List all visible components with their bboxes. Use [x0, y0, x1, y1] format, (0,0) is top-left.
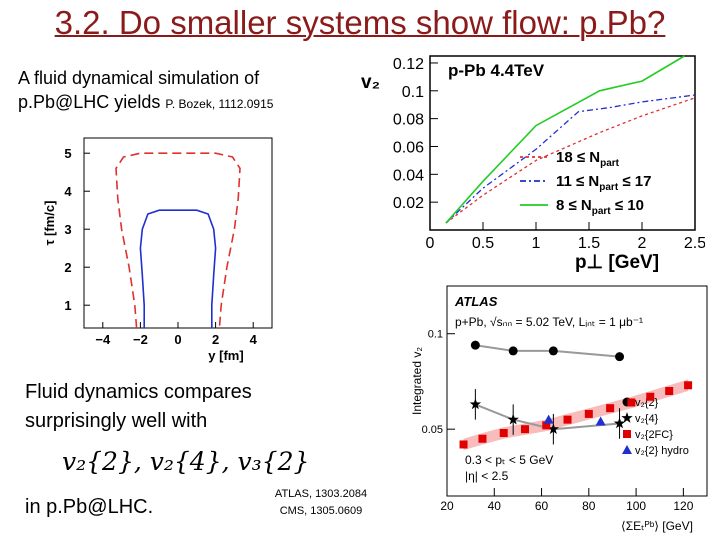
reference-atlas: ATLAS, 1303.2084 [274, 488, 368, 500]
data-point-square [521, 425, 529, 434]
x-tick-label: 0 [174, 332, 181, 347]
x-tick-label: 0 [426, 235, 435, 252]
data-point-square [459, 440, 468, 449]
x-tick-label: 100 [626, 499, 646, 513]
fluid-line-1: Fluid dynamics compares [25, 381, 252, 403]
chart-subtitle: p+Pb, √sₙₙ = 5.02 TeV, Lᵢₙₜ = 1 μb⁻¹ [455, 315, 643, 329]
intro-line-2: p.Pb@LHC yields P. Bozek, 1112.0915 [18, 90, 273, 116]
data-point-circle [615, 352, 625, 362]
series-band-2 [475, 403, 620, 431]
series-band-1 [475, 344, 620, 358]
x-tick-label: 2 [212, 332, 219, 347]
hydro-surface-chart: −4 −2 0 2 4 1 2 3 4 5 y [fm] τ [fm/c] [42, 137, 273, 363]
x-axis-label: y [fm] [208, 348, 243, 363]
freeze-out-curve-outer [115, 152, 241, 329]
series-line-3 [445, 55, 685, 224]
y-tick-label: 0.12 [393, 56, 424, 73]
legend-marker-3 [623, 430, 631, 438]
data-point-square [684, 381, 693, 390]
legend-marker-2 [621, 412, 633, 423]
x-tick-label: 20 [440, 499, 454, 513]
x-axis-label: p⊥ [GeV] [575, 252, 659, 272]
series-line-1 [445, 97, 696, 224]
v2-pt-chart: 0 0.5 1 1.5 2 2.5 0.02 0.04 0.06 0.08 0.1 0.12 p⊥ [G… [361, 55, 705, 272]
x-tick-label: 4 [250, 332, 258, 347]
x-tick-label: −2 [133, 332, 148, 347]
data-point-square [665, 387, 674, 395]
y-axis-label: Integrated v₂ [410, 347, 424, 415]
y-axis-label: v₂ [361, 72, 380, 93]
x-tick-label: 60 [535, 499, 549, 513]
x-tick-label: 1 [532, 235, 541, 252]
data-point-square [627, 398, 636, 407]
plot-frame [83, 137, 273, 329]
data-point-square [499, 429, 508, 437]
v2fc-band [463, 379, 689, 451]
data-point-star [469, 398, 482, 410]
legend-label-2: v₂{4} [635, 413, 659, 425]
y-tick-label: 0.05 [422, 424, 443, 436]
y-tick-label: 0.1 [428, 329, 443, 341]
data-point-star [507, 413, 519, 425]
in-ppb-text: in p.Pb@LHC. [25, 496, 154, 518]
y-tick-label: 5 [64, 146, 71, 161]
chart-title: ATLAS [454, 294, 498, 309]
y-tick-label: 2 [64, 260, 71, 275]
data-point-triangle [543, 414, 554, 424]
y-tick-label: 1 [64, 298, 71, 313]
x-tick-label: −4 [95, 332, 111, 347]
slide-title: 3.2. Do smaller systems show flow: p.Pb? [54, 4, 666, 41]
plot-frame [429, 55, 696, 231]
data-point-circle [470, 340, 480, 350]
data-point-circle [508, 346, 518, 356]
legend-label-3: 8 ≤ Npart ≤ 10 [556, 197, 644, 217]
legend-label-3: v₂{2FC} [635, 429, 673, 441]
data-point-star [613, 417, 626, 429]
intro-reference: P. Bozek, 1112.0915 [165, 97, 274, 111]
data-point-square [478, 434, 487, 443]
y-tick-label: 4 [64, 184, 72, 199]
data-point-square [584, 409, 593, 418]
x-axis-label: ⟨ΣEₜᴾᵇ⟩ [GeV] [621, 519, 693, 533]
x-tick-label: 2 [638, 235, 647, 252]
data-point-triangle [595, 416, 606, 426]
legend-label-1: 18 ≤ Npart [556, 149, 620, 169]
x-tick-label: 120 [673, 499, 693, 513]
data-point-circle [548, 346, 558, 356]
data-point-square [563, 415, 572, 424]
x-tick-label: 0.5 [472, 235, 494, 252]
cut-text-pt: 0.3 < pₜ < 5 GeV [465, 453, 553, 467]
freeze-out-curve-inner [139, 209, 217, 328]
y-tick-label: 3 [64, 222, 71, 237]
y-tick-label: 0.08 [393, 112, 424, 129]
y-tick-label: 0.04 [393, 167, 424, 184]
legend-label-2: 11 ≤ Npart ≤ 17 [556, 173, 651, 193]
references: ATLAS, 1303.2084 CMS, 1305.0609 [246, 486, 396, 520]
legend-marker-4 [622, 445, 632, 454]
intro-line-2-text: p.Pb@LHC yields [18, 92, 161, 112]
intro-line-1: A fluid dynamical simulation of [18, 68, 260, 88]
x-tick-label: 40 [488, 499, 502, 513]
y-axis-label: τ [fm/c] [42, 201, 57, 246]
series-line-2 [445, 94, 696, 224]
chart-title: p-Pb 4.4TeV [448, 61, 545, 80]
y-tick-label: 0.06 [393, 139, 424, 156]
atlas-v2-chart: 20 40 60 80 100 120 0.1 0.05 ⟨ΣEₜᴾᵇ⟩ [GeV] Integr… [410, 285, 708, 533]
y-tick-label: 0.02 [393, 195, 424, 212]
reference-cms: CMS, 1305.0609 [279, 505, 363, 517]
x-tick-label: 80 [582, 499, 596, 513]
data-point-square [646, 392, 655, 401]
cut-text-eta: |η| < 2.5 [465, 469, 509, 483]
y-tick-label: 0.1 [402, 84, 424, 101]
x-tick-label: 2.5 [684, 235, 705, 252]
x-tick-label: 1.5 [578, 235, 600, 252]
intro-text: A fluid dynamical simulation of p.Pb@LHC… [18, 66, 273, 116]
formula: v₂{2}, v₂{4}, v₃{2} [62, 447, 310, 476]
data-point-square [606, 404, 615, 413]
fluid-text: Fluid dynamics compares surprisingly wel… [25, 378, 252, 436]
data-point-star [547, 423, 560, 434]
data-point-square [542, 421, 551, 430]
legend-label-4: v₂{2} hydro [635, 445, 689, 457]
fluid-line-2: surprisingly well with [25, 410, 208, 432]
